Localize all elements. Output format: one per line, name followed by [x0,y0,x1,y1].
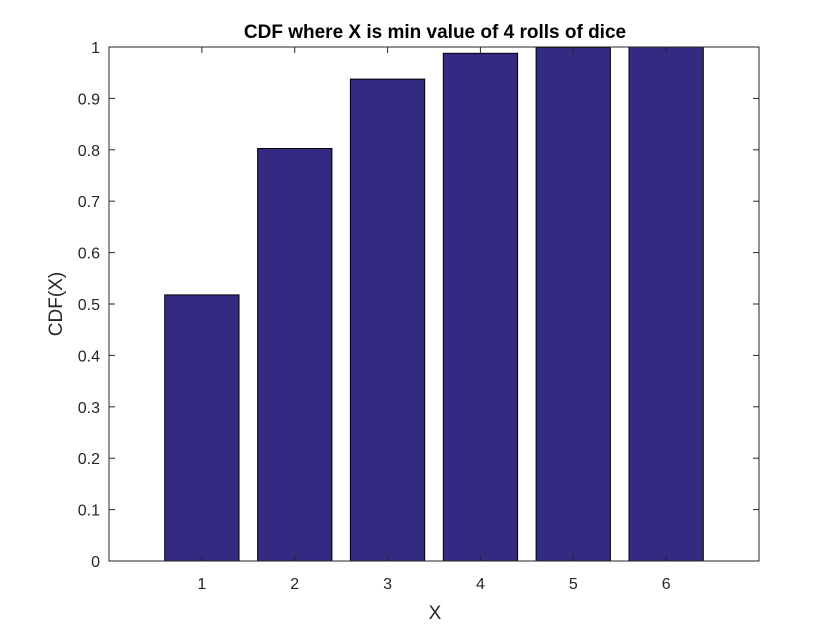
bar-x-3 [349,78,426,562]
y-tick-label: 0.8 [78,143,100,160]
y-ticks-group: 0 0.1 0.2 0.3 0.4 0.5 0.6 0.7 0.8 0.9 1 [78,40,759,571]
y-tick-label: 1 [91,40,100,57]
x-tick-label: 1 [197,576,206,593]
y-tick-label: 0.6 [78,246,100,263]
y-tick-label: 0.7 [78,194,100,211]
bar-x-2 [257,148,333,562]
y-tick-label: 0.1 [78,503,100,520]
x-tick-label: 4 [476,576,485,593]
bar-x-1 [164,294,240,562]
x-axis-label: X [429,603,442,624]
x-tick-label: 6 [662,576,671,593]
bar-x-4 [442,52,519,562]
bars-group [164,46,704,562]
x-ticks-group: 1 2 3 4 5 6 [197,47,671,593]
bar-x-5 [535,46,611,562]
x-tick-label: 2 [290,576,299,593]
y-tick-label: 0.5 [78,297,100,314]
y-tick-label: 0.9 [78,91,100,108]
x-tick-label: 5 [569,576,578,593]
chart-title: CDF where X is min value of 4 rolls of d… [244,22,626,43]
y-tick-label: 0 [91,554,100,571]
bar-x-6 [628,46,704,562]
y-tick-label: 0.3 [78,400,100,417]
x-tick-label: 3 [383,576,392,593]
y-tick-label: 0.4 [78,348,100,365]
y-tick-label: 0.2 [78,451,100,468]
y-axis-label: CDF(X) [46,272,67,336]
